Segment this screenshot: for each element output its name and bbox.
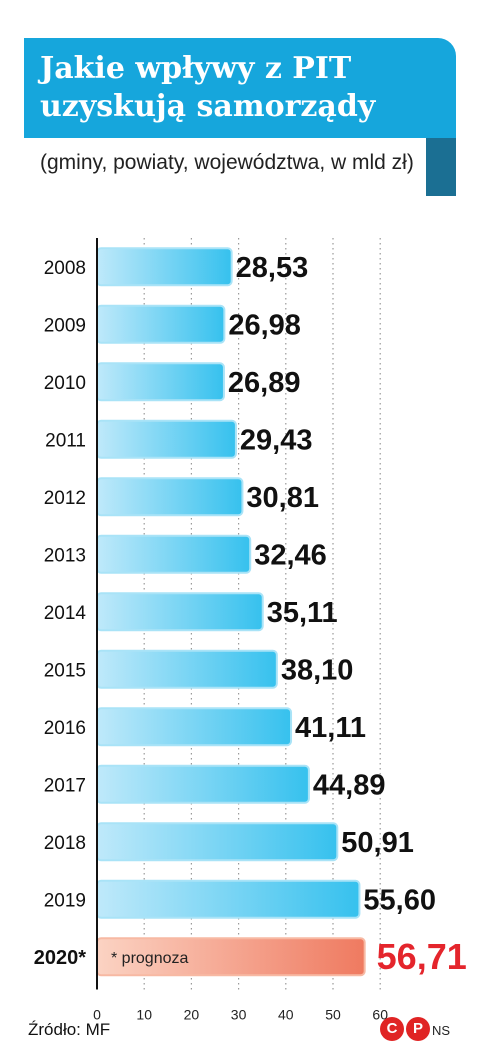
x-tick-label: 30: [231, 1007, 247, 1021]
author-initials: NS: [432, 1023, 451, 1038]
data-label: 55,60: [363, 884, 436, 916]
category-label: 2015: [44, 660, 86, 681]
data-label: 44,89: [313, 769, 386, 801]
bar: [96, 362, 225, 402]
bar: [96, 649, 278, 689]
bar: [96, 477, 244, 517]
phonogram-logo-icon: P: [406, 1017, 430, 1041]
title-banner: Jakie wpływy z PIT uzyskują samorządy: [24, 38, 456, 198]
bar: [96, 247, 233, 287]
category-label: 2011: [45, 430, 86, 451]
bar: [96, 764, 310, 804]
banner-background: Jakie wpływy z PIT uzyskują samorządy: [24, 38, 456, 138]
data-label: 30,81: [246, 482, 319, 514]
data-label: 26,89: [228, 367, 301, 399]
data-label: 29,43: [240, 424, 313, 456]
category-label: 2012: [44, 488, 86, 509]
chart-title: Jakie wpływy z PIT uzyskują samorządy: [40, 51, 376, 124]
copyright-logo-icon: C: [380, 1017, 404, 1041]
bar: [96, 879, 361, 919]
category-label: 2017: [44, 775, 86, 796]
category-label: 2018: [44, 833, 86, 854]
data-label: 28,53: [236, 252, 309, 284]
category-label: 2010: [44, 373, 86, 394]
data-label: 50,91: [341, 827, 414, 859]
data-label: 41,11: [295, 712, 366, 744]
data-label: 56,71: [377, 936, 467, 977]
bar: [96, 822, 339, 862]
x-tick-label: 10: [136, 1007, 152, 1021]
bar: [96, 592, 264, 632]
data-label: 35,11: [267, 597, 338, 629]
data-label: 32,46: [254, 539, 327, 571]
source-note: Źródło: MF: [28, 1020, 111, 1039]
category-label: 2013: [44, 545, 86, 566]
data-label: 26,98: [228, 309, 301, 341]
chart-subtitle: (gminy, powiaty, województwa, w mld zł): [40, 151, 414, 174]
bar: [96, 419, 237, 459]
x-tick-label: 40: [278, 1007, 294, 1021]
bar: [96, 707, 293, 747]
forecast-note: * prognoza: [111, 950, 188, 967]
x-tick-label: 0: [93, 1007, 101, 1021]
bar: [96, 534, 252, 574]
x-tick-label: 60: [372, 1007, 388, 1021]
category-label: 2020*: [34, 947, 86, 969]
category-label: 2009: [44, 315, 86, 336]
category-label: 2019: [44, 890, 86, 911]
category-label: 2016: [44, 718, 86, 739]
x-tick-label: 50: [325, 1007, 341, 1021]
category-label: 2014: [44, 603, 87, 624]
bar: [96, 304, 226, 344]
category-label: 2008: [44, 258, 86, 279]
data-label: 38,10: [281, 654, 354, 686]
x-tick-label: 20: [184, 1007, 200, 1021]
